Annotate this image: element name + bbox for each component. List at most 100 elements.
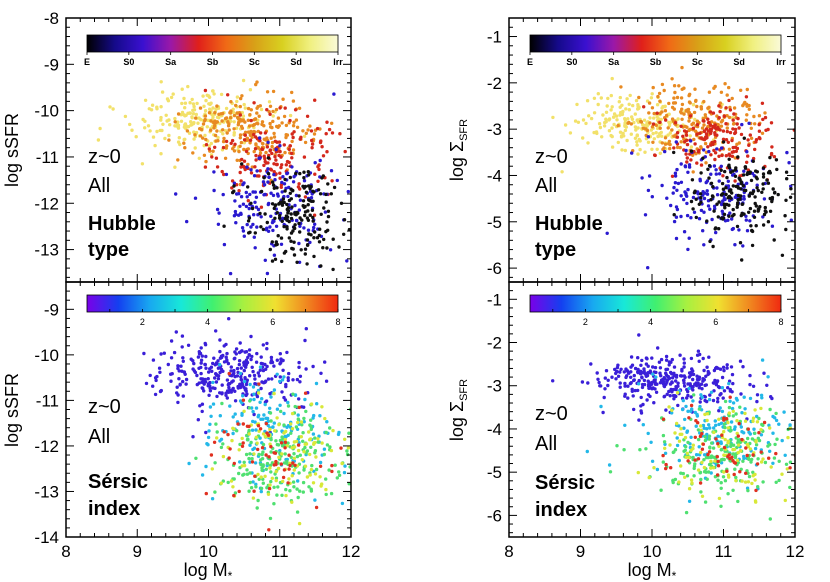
scatter-point — [723, 82, 727, 86]
scatter-point — [262, 176, 266, 180]
scatter-point — [754, 224, 758, 228]
scatter-point — [275, 358, 279, 362]
scatter-point — [167, 118, 171, 122]
scatter-point — [312, 132, 317, 136]
scatter-point — [601, 410, 605, 415]
scatter-point — [645, 357, 649, 361]
scatter-point — [693, 410, 697, 415]
scatter-point — [687, 416, 691, 420]
scatter-point — [155, 105, 159, 109]
scatter-point — [204, 491, 208, 496]
scatter-point — [269, 445, 273, 449]
scatter-point — [747, 121, 751, 126]
scatter-point — [746, 154, 750, 158]
panel-top-right: -1-2-3-4-5-6 log ΣSFR E S0 Sa Sb Sc Sd Irr z~0… — [447, 17, 796, 283]
scatter-point — [733, 145, 738, 149]
scatter-point — [251, 447, 255, 452]
colorbar-label: Irr — [776, 57, 786, 67]
scatter-point — [248, 443, 252, 447]
scatter-point — [299, 135, 303, 139]
scatter-point — [361, 208, 364, 211]
x-tick-label: 8 — [61, 542, 70, 561]
scatter-point — [736, 155, 740, 159]
scatter-point — [210, 155, 214, 159]
scatter-point — [744, 446, 748, 450]
scatter-point — [205, 125, 209, 129]
scatter-point — [247, 353, 251, 357]
scatter-point — [722, 212, 727, 217]
scatter-point — [650, 459, 655, 463]
scatter-point — [641, 402, 645, 407]
scatter-point — [242, 409, 246, 413]
scatter-point — [251, 385, 256, 389]
scatter-point — [671, 393, 676, 398]
scatter-point — [258, 104, 262, 108]
scatter-point — [287, 371, 291, 376]
scatter-point — [733, 179, 737, 183]
scatter-point — [667, 376, 672, 380]
scatter-point — [212, 120, 216, 125]
scatter-point — [718, 109, 722, 114]
scatter-point — [282, 468, 287, 472]
scatter-point — [682, 384, 687, 388]
scatter-point — [714, 437, 718, 441]
scatter-point — [699, 163, 704, 167]
scatter-point — [290, 165, 294, 169]
scatter-point — [224, 106, 229, 111]
scatter-point — [698, 434, 703, 439]
scatter-point — [249, 168, 253, 172]
scatter-point — [245, 378, 249, 382]
scatter-point — [209, 119, 213, 123]
scatter-point — [717, 200, 721, 204]
scatter-point — [265, 90, 270, 94]
scatter-point — [699, 424, 703, 428]
scatter-point — [677, 458, 681, 463]
scatter-point — [299, 435, 303, 439]
scatter-point — [690, 481, 694, 485]
scatter-point — [314, 455, 318, 459]
scatter-point — [291, 480, 296, 484]
scatter-point — [258, 136, 262, 140]
scatter-point — [275, 140, 279, 144]
y-tick-label: -13 — [34, 482, 59, 501]
scatter-point — [243, 376, 247, 380]
scatter-point — [251, 419, 255, 424]
scatter-point — [674, 236, 679, 241]
scatter-point — [318, 475, 322, 479]
scatter-point — [250, 460, 255, 464]
scatter-point — [658, 126, 662, 130]
scatter-point — [196, 121, 200, 125]
scatter-point — [712, 204, 717, 208]
scatter-point — [247, 206, 251, 211]
scatter-point — [324, 477, 328, 481]
color-quantity-label-line2: index — [535, 499, 587, 521]
scatter-point — [708, 393, 712, 397]
scatter-point — [671, 191, 675, 195]
scatter-point — [245, 472, 250, 476]
scatter-point — [673, 174, 678, 178]
scatter-point — [663, 442, 667, 446]
scatter-point — [213, 123, 217, 128]
scatter-point — [295, 510, 300, 514]
scatter-point — [226, 383, 230, 387]
scatter-point — [748, 396, 753, 401]
scatter-point — [292, 485, 296, 489]
colorbar-label: Sc — [692, 57, 703, 67]
scatter-point — [671, 450, 675, 455]
scatter-point — [612, 122, 616, 127]
scatter-point — [658, 99, 662, 103]
scatter-point — [606, 378, 610, 382]
scatter-point — [694, 383, 699, 388]
scatter-point — [224, 172, 229, 177]
scatter-point — [662, 384, 667, 389]
scatter-point — [632, 120, 636, 125]
scatter-point — [761, 175, 766, 179]
scatter-point — [667, 112, 671, 116]
scatter-point — [232, 113, 237, 118]
scatter-point — [261, 432, 266, 436]
scatter-point — [679, 124, 683, 128]
scatter-point — [261, 362, 265, 366]
scatter-point — [312, 213, 317, 217]
scatter-point — [679, 471, 683, 475]
